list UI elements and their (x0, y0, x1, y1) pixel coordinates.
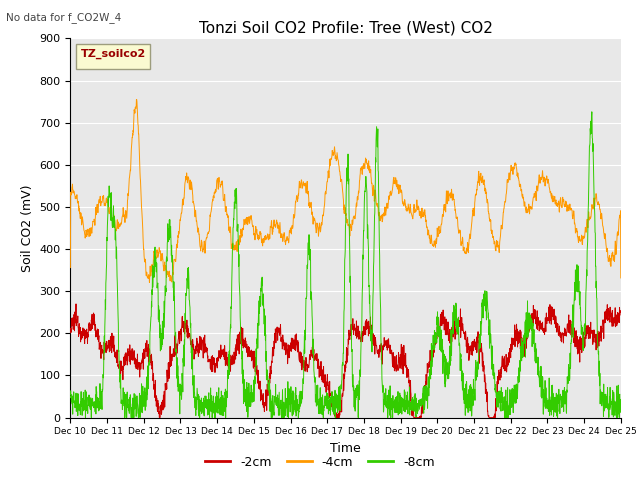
Text: No data for f_CO2W_4: No data for f_CO2W_4 (6, 12, 122, 23)
Title: Tonzi Soil CO2 Profile: Tree (West) CO2: Tonzi Soil CO2 Profile: Tree (West) CO2 (198, 21, 493, 36)
Legend:  (76, 44, 150, 69)
Legend: -2cm, -4cm, -8cm: -2cm, -4cm, -8cm (200, 451, 440, 474)
X-axis label: Time: Time (330, 442, 361, 455)
Y-axis label: Soil CO2 (mV): Soil CO2 (mV) (21, 184, 34, 272)
